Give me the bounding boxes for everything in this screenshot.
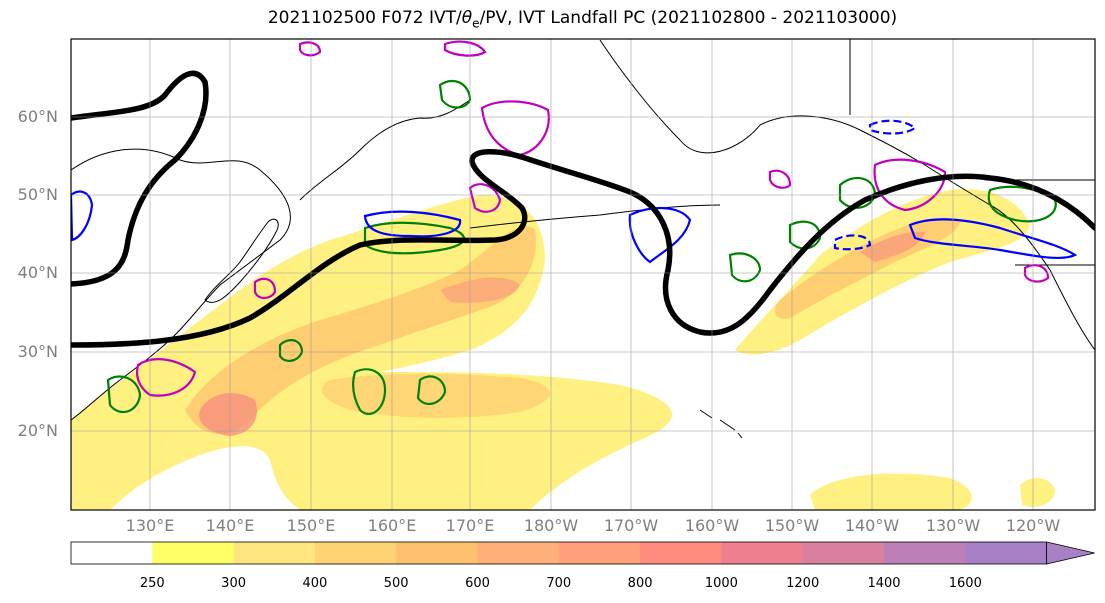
- colorbar-segment: [884, 542, 966, 564]
- theta-contour-5: [868, 119, 917, 135]
- pv-contour-7: [106, 375, 142, 414]
- lon-label-160w: 160°W: [684, 516, 740, 535]
- lon-label-130w: 130°W: [925, 516, 981, 535]
- magenta-contours: [136, 40, 1050, 397]
- kamchatka-coast: [299, 99, 471, 201]
- alaska-coast: [599, 39, 1095, 351]
- title-theta: θ: [461, 8, 473, 28]
- colorbar-tick-label: 1600: [948, 576, 982, 591]
- colorbar-tick-label: 1400: [867, 576, 901, 591]
- ivt-band-far-east: [1020, 478, 1055, 507]
- colorbar-tick-label: 250: [139, 576, 165, 591]
- lon-label-150w: 150°W: [764, 516, 820, 535]
- magenta-contour-8: [443, 40, 487, 57]
- magenta-contour-9: [1023, 264, 1050, 283]
- magenta-contour-2: [468, 183, 502, 213]
- map-frame: [70, 38, 1096, 511]
- colorbar-segment: [721, 542, 804, 564]
- colorbar-segment: [314, 542, 397, 564]
- hawaii: [699, 409, 743, 439]
- aleutian-chain: [469, 204, 721, 229]
- colorbar-tick-label: 500: [383, 576, 409, 591]
- lat-label-30n: 30°N: [17, 342, 58, 361]
- magenta-contour-1: [480, 100, 550, 157]
- colorbar-segment: [71, 542, 153, 564]
- title-theta-sub: e: [472, 16, 480, 31]
- lon-label-170w: 170°W: [603, 516, 659, 535]
- lat-label-50n: 50°N: [17, 185, 58, 204]
- ivt-band-low-east: [735, 189, 1030, 355]
- ivt-band-mid-2: [321, 373, 550, 418]
- ivt-band-mid: [185, 225, 536, 434]
- pv-contour-6: [987, 185, 1057, 223]
- japan-coast: [204, 218, 279, 303]
- lat-label-60n: 60°N: [17, 107, 58, 126]
- colorbar-tick-label: 1000: [704, 576, 738, 591]
- lon-label-150e: 150°E: [286, 516, 336, 535]
- colorbar-tick-label: 1200: [786, 576, 820, 591]
- colorbar-segment: [477, 542, 560, 564]
- magenta-contour-3: [136, 358, 197, 397]
- lat-label-20n: 20°N: [17, 421, 58, 440]
- colorbar-tick-label: 700: [546, 576, 572, 591]
- lon-label-170e: 170°E: [445, 516, 495, 535]
- theta-contour-3: [71, 190, 94, 242]
- lon-label-140e: 140°E: [205, 516, 255, 535]
- lat-label-40n: 40°N: [17, 263, 58, 282]
- colorbar-frame: [70, 541, 1047, 565]
- theta-contour-1: [363, 210, 462, 238]
- theta-contour-2: [628, 206, 692, 264]
- magenta-contour-5: [253, 277, 277, 300]
- colorbar-extend-arrow: [1046, 541, 1095, 565]
- pv-contour-4: [788, 220, 822, 250]
- magenta-contour-6: [768, 169, 792, 189]
- title-suffix: /PV, IVT Landfall PC (2021102800 - 20211…: [479, 8, 898, 28]
- ivt-band-high-central: [440, 277, 520, 303]
- figure-title: 2021102500 F072 IVT/θe/PV, IVT Landfall …: [0, 8, 1105, 30]
- lon-label-180w: 180°W: [523, 516, 579, 535]
- ivt-band-high-east: [860, 231, 925, 262]
- theta-contour-4: [908, 218, 1078, 260]
- lon-label-130e: 130°E: [125, 516, 175, 535]
- colorbar-tick-label: 600: [465, 576, 490, 591]
- lon-label-160e: 160°E: [367, 516, 417, 535]
- gridlines: [71, 39, 1095, 510]
- pv-contour-10: [728, 252, 762, 283]
- colorbar-segment: [396, 542, 478, 564]
- colorbar-segment: [152, 542, 235, 564]
- colorbar: [70, 541, 1095, 565]
- pv-contour-2: [352, 368, 387, 415]
- colorbar-tick-label: 800: [627, 576, 653, 591]
- colorbar-segment: [558, 542, 641, 564]
- colorbar-segment: [640, 542, 722, 564]
- magenta-contour-7: [298, 41, 322, 57]
- ivt-band-high-west: [199, 393, 257, 436]
- colorbar-tick-label: 300: [221, 576, 246, 591]
- title-prefix: 2021102500 F072 IVT/: [267, 8, 462, 28]
- ivt-band-south-east: [810, 473, 972, 510]
- landfall-pc-main: [71, 149, 1095, 348]
- theta-contour-6: [833, 234, 872, 251]
- pv-contour-3: [416, 375, 447, 406]
- landfall-pc-west: [71, 70, 209, 287]
- colorbar-segment: [233, 542, 316, 564]
- theta-e-contours: [71, 119, 1078, 264]
- landfall-pc-contour: [71, 70, 1095, 348]
- lon-label-140w: 140°W: [844, 516, 900, 535]
- colorbar-tick-label: 400: [302, 576, 328, 591]
- lon-label-120w: 120°W: [1005, 516, 1061, 535]
- colorbar-segment: [965, 542, 1048, 564]
- colorbar-segment: [802, 542, 885, 564]
